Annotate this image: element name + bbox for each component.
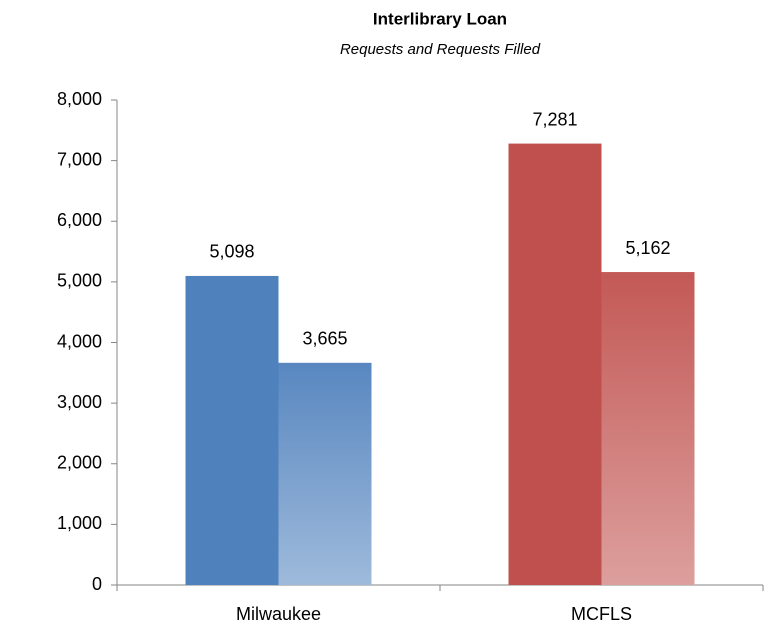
bar <box>278 362 372 585</box>
value-label: 5,098 <box>209 242 254 262</box>
bar <box>508 143 602 586</box>
y-tick-label: 5,000 <box>57 271 102 291</box>
y-tick-label: 8,000 <box>57 89 102 109</box>
x-tick-label: MCFLS <box>571 604 632 624</box>
y-tick-label: 1,000 <box>57 513 102 533</box>
value-label: 7,281 <box>532 109 577 129</box>
bar <box>601 272 695 585</box>
y-tick-label: 4,000 <box>57 331 102 351</box>
bar <box>185 275 279 585</box>
y-tick-label: 7,000 <box>57 149 102 169</box>
x-tick-label: Milwaukee <box>236 604 321 624</box>
value-label: 5,162 <box>625 238 670 258</box>
value-label: 3,665 <box>302 329 347 349</box>
chart-title: Interlibrary Loan <box>373 9 507 28</box>
y-tick-label: 6,000 <box>57 210 102 230</box>
chart-subtitle: Requests and Requests Filled <box>340 41 541 58</box>
y-tick-label: 2,000 <box>57 453 102 473</box>
y-tick-label: 3,000 <box>57 392 102 412</box>
y-tick-label: 0 <box>92 574 102 594</box>
